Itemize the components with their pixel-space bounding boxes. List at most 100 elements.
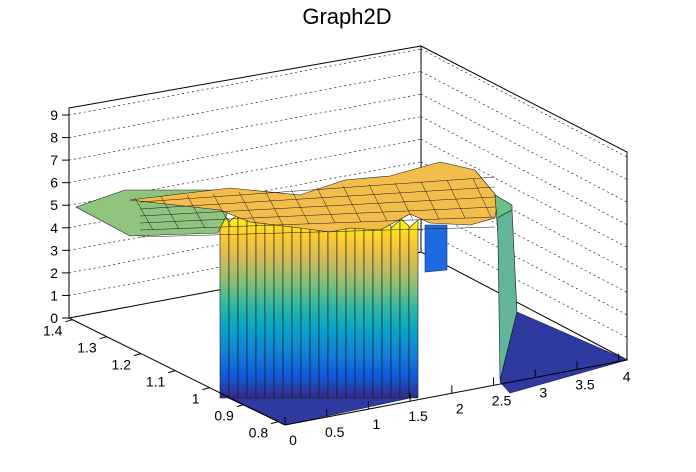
z-grid-line-right-5: [420, 138, 628, 248]
wall-strip: [282, 213, 293, 399]
x-axis: 0 0.5 1 1.5 2 2.5 3 3.5 4: [284, 353, 631, 448]
wall-strip: [309, 211, 320, 399]
z-grid-line-right-6: [420, 116, 628, 225]
mesh-line: [160, 196, 180, 230]
x-tick-label: 2: [456, 400, 464, 416]
y-tick-label: 1: [192, 391, 200, 407]
y-tick-label: 1.4: [43, 323, 63, 339]
z-grid-line-right-0: [420, 251, 628, 361]
mesh-line: [186, 194, 206, 229]
z-grid-line-right-3: [420, 184, 628, 293]
z-tick-label: 0: [50, 310, 58, 326]
z-grid-line-right-9: [420, 48, 628, 158]
top-mesh-lines: [134, 176, 496, 238]
y-tick-label: 0.8: [249, 425, 269, 441]
z-grid-line-9: [68, 48, 422, 116]
wall-strip: [273, 211, 284, 399]
y-axis-edge: [68, 317, 286, 426]
wall-strip: [381, 217, 392, 399]
wall-strip: [228, 213, 239, 399]
mesh-line: [316, 187, 336, 224]
y-tick-1: [202, 387, 210, 391]
top-surface: [75, 161, 518, 381]
wall-strip: [390, 219, 401, 399]
x-tick-label: 1.5: [408, 408, 428, 424]
y-axis: 0.8 0.9 1 1.1 1.2 1.3 1.4: [43, 319, 279, 441]
z-tick-label: 2: [50, 265, 58, 281]
mesh-line: [212, 193, 232, 228]
wall-strip: [318, 213, 329, 399]
mesh-line: [264, 190, 284, 226]
wall-strip: [354, 219, 365, 399]
front-box-edges: [68, 317, 628, 426]
z-tick-label: 4: [50, 220, 58, 236]
x-tick-label: 4: [623, 369, 631, 385]
mesh-line: [394, 182, 414, 221]
wall-strip: [300, 213, 311, 399]
z-tick-label: 5: [50, 197, 58, 213]
wall-strip: [219, 211, 230, 399]
mesh-line: [238, 191, 258, 227]
orange-plateau: [129, 161, 499, 233]
right-drop-wall: [496, 209, 518, 381]
x-axis-edge: [284, 359, 628, 426]
wall-strip: [291, 211, 302, 399]
mesh-line: [368, 184, 388, 222]
z-tick-label: 6: [50, 175, 58, 191]
mesh-line: [290, 188, 310, 225]
wall-strip: [408, 219, 419, 399]
mesh-line: [139, 206, 496, 224]
x-tick-label: 0.5: [325, 424, 345, 440]
x-tick-label: 3: [539, 384, 547, 400]
y-tick-1.3: [99, 336, 107, 340]
y-tick-0.9: [236, 404, 244, 408]
z-tick-label: 7: [50, 152, 58, 168]
y-tick-1.4: [65, 319, 73, 323]
z-tick-label: 9: [50, 107, 58, 123]
mesh-line: [139, 186, 496, 210]
y-tick-0.8: [271, 421, 279, 425]
wall-strip: [237, 211, 248, 399]
z-grid-line-right-4: [420, 161, 628, 271]
z-grid-line-right-8: [420, 71, 628, 180]
x-tick-label: 0: [289, 432, 297, 448]
z-grid-line-right-1: [420, 229, 628, 338]
mesh-line: [342, 185, 362, 223]
y-tick-label: 1.3: [77, 340, 97, 356]
wall-strip: [336, 219, 347, 399]
y-tick-label: 1.2: [112, 357, 132, 373]
x-tick-label: 3.5: [575, 377, 595, 393]
z-grid-line-7: [68, 93, 422, 161]
mesh-line: [134, 197, 154, 231]
inner-blue-patch: [424, 224, 448, 273]
wall-strip: [363, 217, 374, 399]
x-tick-label: 2.5: [492, 392, 512, 408]
wall-strip: [264, 213, 275, 399]
y-tick-label: 1.1: [146, 374, 166, 390]
wall-strip: [327, 211, 338, 399]
chart-title: Graph2D: [302, 4, 391, 29]
mesh-line: [139, 216, 496, 231]
z-tick-label: 3: [50, 242, 58, 258]
front-wall: [219, 211, 419, 399]
z-grid-line-right-2: [420, 206, 628, 316]
wall-strip: [246, 213, 257, 399]
z-axis: 0 1 2 3 4 5 6 7 8 9: [50, 107, 69, 326]
mesh-line: [139, 176, 496, 203]
y-tick-label: 0.9: [214, 408, 234, 424]
wall-strip: [345, 217, 356, 399]
y-tick-1.2: [133, 353, 142, 357]
wall-strip: [399, 217, 410, 399]
y-tick-1.1: [168, 370, 176, 374]
z-tick-label: 8: [50, 130, 58, 146]
z-grid-line-8: [68, 71, 422, 138]
mesh-line: [139, 196, 496, 217]
z-grid-lines: [68, 48, 628, 361]
z-tick-label: 1: [50, 287, 58, 303]
x-tick-label: 1: [373, 416, 381, 432]
wall-strip: [372, 219, 383, 399]
z-grid-line-6: [68, 116, 422, 183]
z-grid-line-right-7: [420, 93, 628, 203]
mesh-line: [139, 226, 496, 238]
